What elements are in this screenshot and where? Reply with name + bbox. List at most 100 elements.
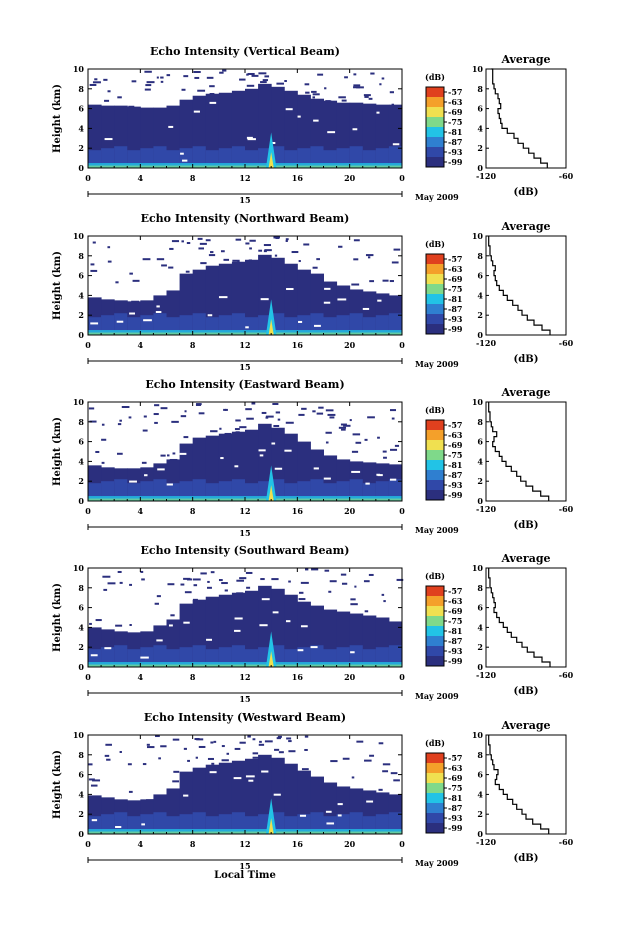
- colorbar-label: -63: [448, 264, 463, 274]
- date-label: May 2009: [415, 525, 459, 535]
- echo-layer: [231, 812, 246, 834]
- echo-clutter: [184, 591, 192, 594]
- colorbar-swatch: [426, 626, 444, 637]
- echo-clutter: [218, 579, 223, 582]
- echo-clutter: [312, 93, 320, 96]
- profile-y-tick-label: 6: [477, 104, 483, 114]
- echo-clutter: [291, 251, 299, 254]
- echo-clutter: [234, 747, 241, 750]
- echo-clutter: [389, 409, 397, 412]
- echo-layer: [349, 479, 364, 501]
- echo-convective-spike: [265, 465, 277, 501]
- echo-clutter: [210, 571, 215, 574]
- echo-clutter: [207, 580, 210, 583]
- echo-clutter: [364, 610, 369, 613]
- echo-clutter: [167, 454, 170, 457]
- echo-layer: [388, 146, 403, 168]
- echo-clutter: [248, 259, 252, 262]
- echo-layer: [114, 812, 128, 834]
- echo-gap: [362, 307, 370, 310]
- echo-clutter: [391, 261, 399, 264]
- echo-clutter: [390, 772, 398, 775]
- echo-clutter: [328, 590, 332, 593]
- echo-clutter: [197, 237, 203, 240]
- echo-gap: [115, 826, 122, 829]
- echo-layer: [231, 313, 246, 335]
- echo-clutter: [259, 740, 262, 743]
- echo-clutter: [222, 69, 227, 72]
- x-tick-label: 4: [138, 173, 144, 183]
- profile-y-tick-label: 8: [477, 750, 483, 760]
- echo-clutter: [367, 256, 371, 259]
- panel-title: Echo Intensity (Northward Beam): [141, 212, 350, 225]
- y-tick-label: 4: [78, 622, 84, 632]
- echo-clutter: [325, 441, 329, 444]
- echo-clutter: [90, 263, 95, 266]
- y-tick-label: 2: [78, 642, 84, 652]
- echo-gap: [104, 647, 112, 650]
- y-tick-label: 6: [78, 104, 84, 114]
- echo-clutter: [246, 586, 251, 589]
- echo-clutter: [141, 461, 147, 464]
- echo-clutter: [92, 779, 101, 782]
- echo-clutter: [341, 582, 348, 585]
- echo-clutter: [300, 581, 309, 584]
- colorbar-swatch: [426, 586, 444, 597]
- echo-gap: [246, 136, 253, 139]
- echo-gap: [156, 639, 163, 642]
- echo-clutter: [353, 73, 357, 76]
- echo-clutter: [167, 583, 175, 586]
- echo-gap: [193, 110, 200, 113]
- echo-gap: [182, 159, 188, 162]
- y-axis-label: Height (km): [52, 417, 63, 486]
- echo-gap: [337, 298, 347, 301]
- echo-clutter: [298, 260, 301, 263]
- x-tick-label: 12: [239, 340, 250, 350]
- profile-y-tick-label: 0: [477, 829, 483, 839]
- echo-gap: [324, 287, 331, 290]
- echo-clutter: [232, 259, 240, 262]
- echo-clutter: [105, 743, 112, 746]
- echo-clutter: [251, 74, 259, 77]
- colorbar-swatch: [426, 460, 444, 471]
- y-tick-label: 8: [78, 84, 84, 94]
- echo-clutter: [305, 91, 310, 94]
- profile-x-tick-label: -120: [476, 338, 496, 348]
- echo-clutter: [252, 756, 261, 759]
- echo-gap: [234, 617, 243, 620]
- date-label: May 2009: [415, 359, 459, 369]
- profile-y-tick-label: 2: [477, 143, 483, 153]
- profile-x-tick-label: -60: [559, 670, 574, 680]
- echo-clutter: [393, 248, 401, 251]
- echo-clutter: [356, 86, 364, 89]
- colorbar-frame: [425, 419, 445, 501]
- echo-clutter: [210, 741, 214, 744]
- echo-gap: [310, 646, 318, 649]
- panel-title: Echo Intensity (Southward Beam): [141, 544, 350, 557]
- echo-gap: [180, 152, 184, 155]
- echo-layer: [231, 146, 246, 168]
- echo-clutter: [317, 73, 324, 76]
- x-tick-label: 20: [344, 173, 356, 183]
- date-label: May 2009: [415, 858, 459, 868]
- x-tick-label: 0: [85, 173, 91, 183]
- echo-clutter: [338, 426, 347, 429]
- echo-clutter: [186, 242, 191, 245]
- colorbar-unit: (dB): [425, 571, 445, 581]
- echo-gap: [351, 470, 361, 473]
- echo-clutter: [236, 592, 244, 595]
- echo-layer: [388, 479, 403, 501]
- colorbar-label: -57: [448, 87, 462, 97]
- echo-clutter: [206, 76, 214, 79]
- panel-title: Echo Intensity (Vertical Beam): [150, 45, 340, 58]
- echo-clutter: [117, 570, 122, 573]
- echo-clutter: [364, 759, 372, 762]
- echo-clutter: [381, 77, 385, 80]
- colorbar-label: -75: [448, 616, 462, 626]
- echo-layer: [388, 812, 403, 834]
- y-tick-label: 6: [78, 603, 84, 613]
- panel-5: Echo Intensity (Westward Beam) 0 2 4 6 8 10 Hei…: [52, 711, 574, 871]
- echo-gap: [258, 449, 266, 452]
- colorbar-swatch: [426, 294, 444, 305]
- echo-clutter: [260, 81, 267, 84]
